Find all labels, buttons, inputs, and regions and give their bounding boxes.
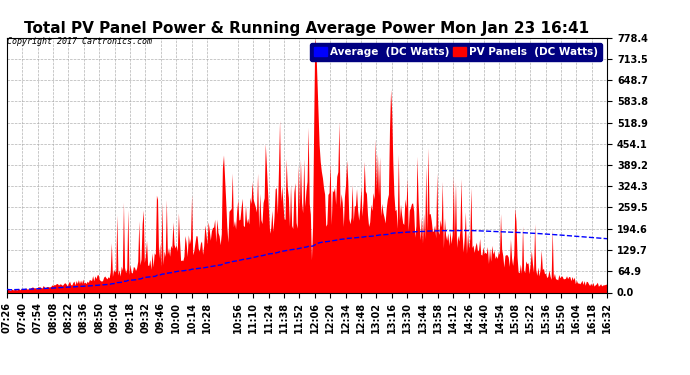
Text: Copyright 2017 Cartronics.com: Copyright 2017 Cartronics.com <box>7 38 152 46</box>
Legend: Average  (DC Watts), PV Panels  (DC Watts): Average (DC Watts), PV Panels (DC Watts) <box>310 43 602 61</box>
Title: Total PV Panel Power & Running Average Power Mon Jan 23 16:41: Total PV Panel Power & Running Average P… <box>24 21 590 36</box>
